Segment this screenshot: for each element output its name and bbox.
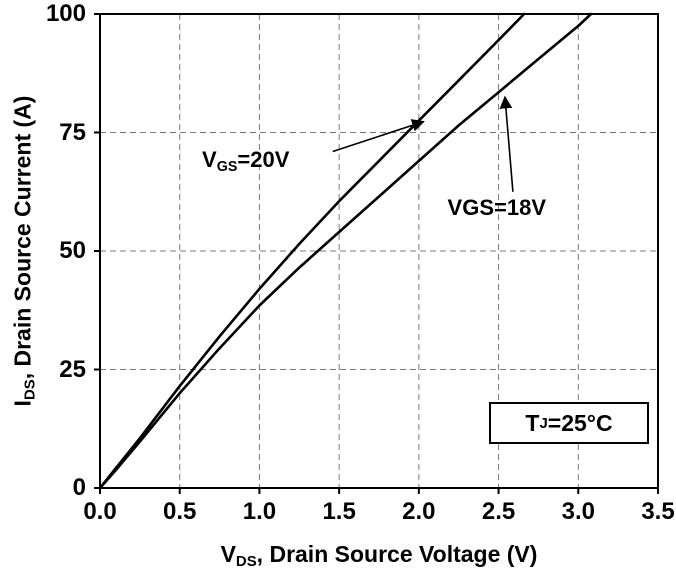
x-tick-label: 1.5 (322, 498, 356, 525)
annotation-vgs-18v: VGS=18V (448, 195, 546, 223)
x-tick-label: 1.0 (242, 498, 277, 525)
annotation-vgs-18v-prefix: VGS (447, 195, 495, 221)
y-tick-label: 0 (72, 474, 86, 501)
arrow-vgs20 (332, 119, 425, 153)
x-axis-title-prefix: V (220, 541, 236, 567)
curve-vgs-20v (98, 12, 526, 490)
annotation-vgs-20v-prefix: V (202, 146, 217, 172)
x-tick-label: 2.0 (402, 498, 436, 525)
curves (98, 12, 593, 490)
x-axis-title-suffix: , Drain Source Voltage (V) (256, 541, 538, 567)
y-axis-title-suffix: , Drain Source Current (A) (9, 95, 36, 380)
y-axis-title-subscript: DS (21, 379, 39, 401)
tj-subscript: J (539, 414, 548, 432)
annotation-vgs-18v-suffix: =18V (494, 195, 547, 221)
curve-vgs-18v (98, 12, 593, 490)
annotation-vgs-20v: VGS=20V (202, 147, 289, 175)
junction-temperature-box: T J =25°C (489, 402, 649, 444)
x-tick-label: 0.5 (163, 498, 197, 525)
y-tick-label: 75 (59, 118, 86, 146)
annotation-arrows (332, 95, 514, 192)
x-tick-label: 3.5 (641, 498, 675, 525)
y-tick-label: 100 (45, 0, 86, 27)
y-tick-label: 25 (59, 355, 86, 383)
x-axis-title: VDS, Drain Source Voltage (V) (221, 541, 538, 570)
x-tick-label: 3.0 (561, 498, 595, 525)
plot-frame (94, 13, 659, 494)
y-axis-title-prefix: I (9, 400, 36, 407)
tj-prefix: T (525, 409, 540, 436)
annotation-vgs-20v-suffix: =20V (237, 146, 290, 172)
tj-suffix: =25°C (547, 409, 613, 436)
y-axis-title: IDS, Drain Source Current (A) (9, 96, 38, 407)
arrow-vgs18 (499, 95, 514, 192)
y-tick-label: 50 (59, 237, 86, 264)
x-tick-label: 2.5 (481, 498, 516, 525)
x-tick-label: 0.0 (83, 498, 117, 525)
x-axis-title-subscript: DS (235, 553, 257, 571)
annotation-vgs-20v-subscript: GS (216, 158, 238, 175)
